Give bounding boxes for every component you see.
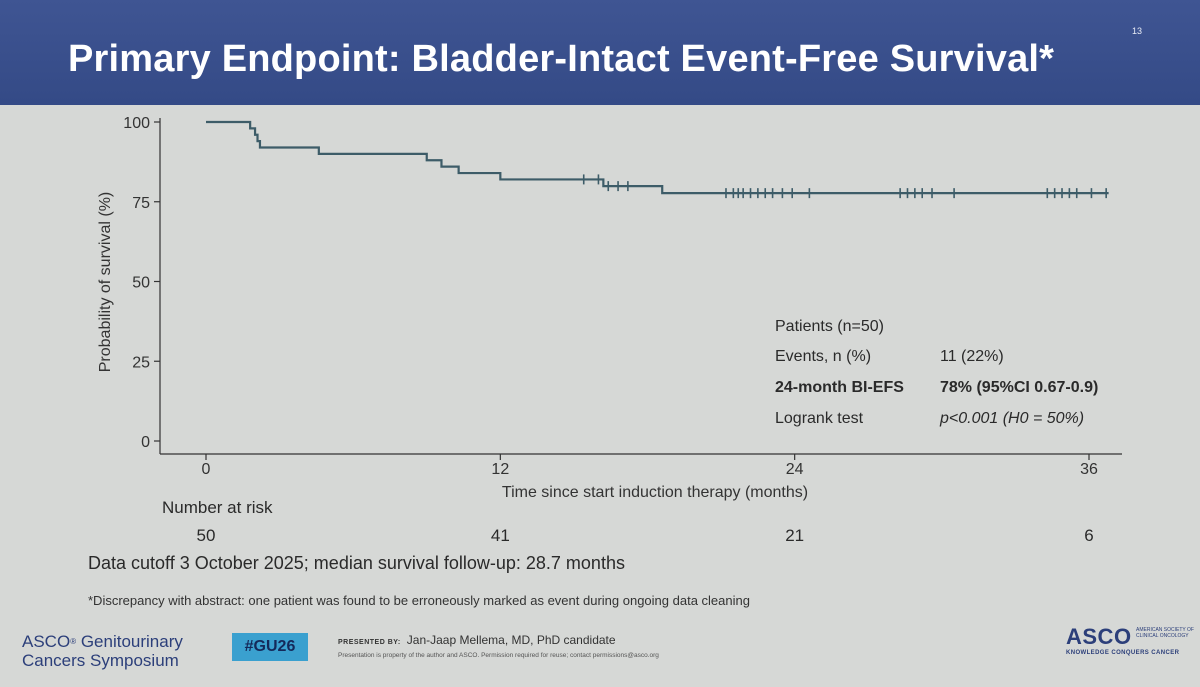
brand-name: ASCO: [1066, 624, 1132, 649]
symposium-logo: ASCO® Genitourinary Cancers Symposium: [22, 632, 183, 670]
slide-number: 13: [1131, 26, 1142, 36]
x-tick-label-0: 0: [202, 461, 211, 478]
y-tick-label-75: 75: [132, 195, 150, 212]
km-curve-line: [206, 120, 1109, 195]
asco-brand-logo: ASCO AMERICAN SOCIETY OF CLINICAL ONCOLO…: [1066, 624, 1194, 656]
risk-value-0: 50: [196, 526, 216, 545]
y-axis-ticks: 0 25 50 75 100: [123, 115, 160, 451]
brand-society: AMERICAN SOCIETY OF CLINICAL ONCOLOGY: [1136, 627, 1194, 639]
y-axis-label: Probability of survival (%): [97, 192, 114, 373]
x-tick-label-24: 24: [786, 461, 804, 478]
number-at-risk-label: Number at risk: [162, 498, 273, 517]
x-tick-label-12: 12: [491, 461, 509, 478]
logo-asco: ASCO: [22, 632, 71, 651]
logo-genitourinary: Genitourinary: [80, 632, 183, 651]
x-axis-ticks: 0 12 24 36: [202, 454, 1098, 478]
y-tick-label-100: 100: [123, 115, 150, 132]
stat-patients-label: Patients (n=50): [775, 318, 884, 335]
stat-bi-efs-label: 24-month BI-EFS: [775, 379, 904, 396]
copyright-notice: Presentation is property of the author a…: [338, 652, 659, 659]
censor-marks: [582, 174, 1107, 199]
presenter-line: PRESENTED BY: Jan-Jaap Mellema, MD, PhD c…: [338, 633, 616, 647]
logo-symposium: Cancers Symposium: [22, 651, 179, 670]
y-tick-label-25: 25: [132, 354, 150, 371]
risk-value-24: 21: [785, 526, 805, 545]
stat-events-label: Events, n (%): [775, 348, 872, 365]
y-tick-label-0: 0: [141, 434, 150, 451]
risk-value-12: 41: [490, 526, 510, 545]
stat-bi-efs-value: 78% (95%CI 0.67-0.9): [940, 379, 1099, 396]
logo-registered-mark: ®: [70, 637, 77, 646]
brand-slogan: KNOWLEDGE CONQUERS CANCER: [1066, 650, 1180, 656]
stat-logrank-value: p<0.001 (H0 = 50%): [940, 410, 1085, 427]
risk-value-36: 6: [1084, 526, 1094, 545]
presenter-name: Jan-Jaap Mellema, MD, PhD candidate: [406, 633, 616, 647]
stat-logrank-label: Logrank test: [775, 410, 864, 427]
discrepancy-footnote: *Discrepancy with abstract: one patient …: [88, 593, 750, 608]
hashtag-badge: #GU26: [232, 633, 308, 661]
presented-by-label: PRESENTED BY:: [338, 639, 401, 646]
title-banner: Primary Endpoint: Bladder-Intact Event-F…: [0, 0, 1200, 105]
slide-title: Primary Endpoint: Bladder-Intact Event-F…: [68, 38, 1055, 80]
y-tick-label-50: 50: [132, 275, 150, 292]
x-axis-label: Time since start induction therapy (mont…: [502, 484, 808, 501]
data-cutoff-note: Data cutoff 3 October 2025; median survi…: [88, 553, 625, 573]
stat-events-value: 11 (22%): [940, 348, 1004, 365]
x-tick-label-36: 36: [1080, 461, 1098, 478]
